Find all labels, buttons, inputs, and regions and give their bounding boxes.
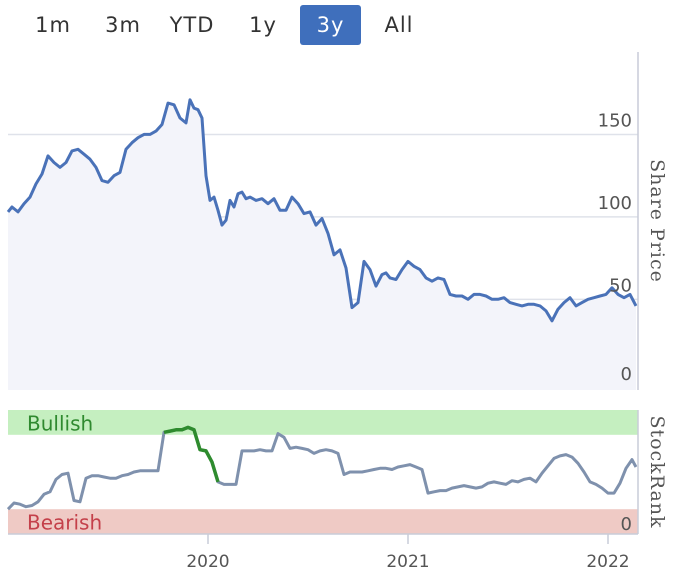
stockrank-bullish-segment: [163, 425, 220, 483]
rank-tick-label: 0: [621, 514, 632, 535]
stockrank-line: [6, 425, 638, 511]
stockrank-chart: Bullish Bearish 0 StockRank 2020 2021 2022: [6, 410, 668, 572]
bullish-band: [8, 410, 638, 435]
share-price-axis-title: Share Price: [646, 159, 668, 283]
range-button-1y[interactable]: 1y: [249, 13, 277, 37]
x-tick-label: 2021: [386, 552, 429, 572]
range-button-ytd[interactable]: YTD: [169, 13, 215, 37]
x-tick-label: 2020: [186, 552, 229, 572]
range-button-3m[interactable]: 3m: [105, 13, 141, 37]
range-button-all[interactable]: All: [384, 13, 414, 37]
share-price-chart: 0 50 100 150 Share Price: [6, 52, 668, 391]
price-tick-label: 0: [621, 364, 632, 385]
bearish-label: Bearish: [27, 511, 102, 535]
bullish-label: Bullish: [27, 411, 93, 435]
range-button-3y[interactable]: 3y: [300, 5, 361, 45]
range-selector: 1m 3m YTD 1y 3y All: [0, 0, 682, 52]
stockrank-axis-title: StockRank: [646, 415, 668, 528]
range-button-1m[interactable]: 1m: [35, 13, 71, 37]
price-line: [6, 98, 638, 323]
price-tick-label: 100: [598, 193, 632, 214]
bearish-band: [8, 509, 638, 534]
x-tick-label: 2022: [586, 552, 629, 572]
price-tick-label: 50: [609, 275, 632, 296]
price-tick-label: 150: [598, 110, 632, 131]
price-area-fill: [8, 99, 636, 391]
